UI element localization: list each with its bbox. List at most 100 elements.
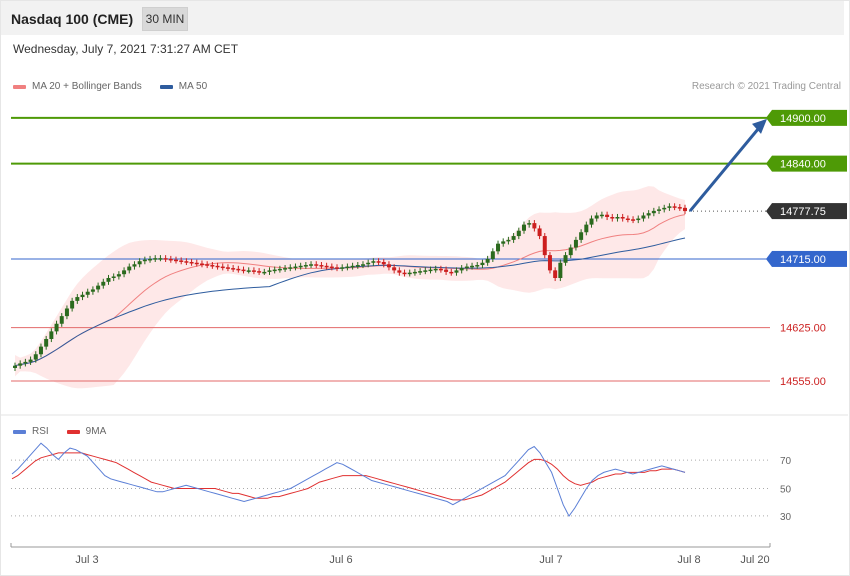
candle-body <box>158 258 163 260</box>
level-label-14900.00: 14900.00 <box>780 113 826 125</box>
candle-body <box>589 218 594 225</box>
candle-body <box>470 265 475 268</box>
candle-body <box>75 297 80 301</box>
level-label-14840.00: 14840.00 <box>780 159 826 171</box>
candle-body <box>599 214 604 217</box>
candle-body <box>646 213 651 216</box>
x-tick-label-Jul-8: Jul 8 <box>677 554 700 566</box>
projection-arrowhead <box>752 118 767 134</box>
level-label-14555.00: 14555.00 <box>780 376 826 388</box>
candle-body <box>376 261 381 263</box>
timestamp: Wednesday, July 7, 2021 7:31:27 AM CET <box>13 42 239 56</box>
candle-body <box>54 323 59 332</box>
candle-body <box>85 291 90 295</box>
candle-body <box>397 270 402 273</box>
candle-body <box>127 266 132 271</box>
candle-body <box>428 269 433 272</box>
projection-arrow <box>688 126 761 213</box>
candle-body <box>64 308 69 317</box>
candle-body <box>28 359 33 362</box>
candle-body <box>418 271 423 273</box>
candle-body <box>246 270 251 272</box>
candle-body <box>179 260 184 262</box>
candle-body <box>314 264 319 266</box>
candle-body <box>184 261 189 263</box>
candle-body <box>527 223 532 225</box>
candle-body <box>506 239 511 242</box>
candles <box>13 203 687 372</box>
candle-body <box>38 346 43 355</box>
candle-body <box>558 262 563 278</box>
candle-body <box>579 232 584 240</box>
credit-text: Research © 2021 Trading Central <box>691 81 841 92</box>
candle-body <box>667 206 672 208</box>
candle-body <box>386 264 391 268</box>
x-tick-label-Jul-20: Jul 20 <box>740 554 769 566</box>
candle-body <box>116 274 121 277</box>
candle-body <box>444 269 449 272</box>
ma50-line <box>14 237 686 367</box>
ma20-swatch <box>13 84 26 89</box>
candle-body <box>641 215 646 219</box>
candle-body <box>111 276 116 278</box>
level-tag-14900.00 <box>772 109 847 126</box>
candle-body <box>366 262 371 265</box>
candle-body <box>542 236 547 256</box>
candle-body <box>573 239 578 248</box>
legend-rsi: RSI <box>32 426 49 437</box>
timeframe-button[interactable]: 30 MIN <box>142 7 188 31</box>
price-legend: MA 20 + Bollinger Bands MA 50 <box>13 81 207 92</box>
candle-body <box>381 261 386 265</box>
candle-body <box>236 268 241 271</box>
candle-body <box>636 218 641 221</box>
rsi-ma-line <box>11 452 686 501</box>
candle-body <box>241 269 246 272</box>
legend-rsi-ma: 9MA <box>85 426 107 437</box>
candle-body <box>225 267 230 269</box>
candle-body <box>605 214 610 217</box>
candle-body <box>210 265 215 267</box>
candle-body <box>168 258 173 261</box>
candle-body <box>521 224 526 231</box>
candle-body <box>272 269 277 272</box>
candle-body <box>407 272 412 275</box>
candle-body <box>142 259 147 262</box>
candle-body <box>257 271 262 273</box>
candle-body <box>496 243 501 252</box>
candle-body <box>44 339 49 347</box>
candle-body <box>657 209 662 211</box>
candle-body <box>662 207 667 210</box>
rsi-tick-70: 70 <box>780 456 792 467</box>
candle-body <box>683 207 687 212</box>
rsi-line <box>11 442 686 518</box>
candle-body <box>132 264 137 267</box>
candle-body <box>584 224 589 233</box>
candle-body <box>96 285 101 290</box>
current-price-tag-arrow <box>766 203 772 220</box>
candle-body <box>137 261 142 265</box>
candle-body <box>215 265 220 268</box>
rsi-legend: RSI 9MA <box>13 426 106 437</box>
candle-body <box>13 365 17 368</box>
ma50-swatch <box>159 84 173 89</box>
candle-body <box>516 230 521 237</box>
candle-body <box>371 261 376 263</box>
candle-body <box>194 262 199 265</box>
candle-body <box>293 266 298 269</box>
candle-body <box>532 223 537 229</box>
instrument-title: Nasdaq 100 (CME) <box>11 11 134 27</box>
candle-body <box>106 278 111 282</box>
candle-body <box>651 210 656 214</box>
candle-body <box>205 264 210 266</box>
candle-body <box>501 241 506 244</box>
candle-body <box>563 255 568 263</box>
candle-body <box>267 270 272 272</box>
candle-body <box>262 271 267 274</box>
candle-body <box>231 268 236 270</box>
level-tag-arrow-14900.00 <box>766 109 772 126</box>
candle-body <box>329 266 334 269</box>
candle-body <box>309 264 314 266</box>
candle-body <box>620 217 625 219</box>
candle-body <box>677 207 682 209</box>
